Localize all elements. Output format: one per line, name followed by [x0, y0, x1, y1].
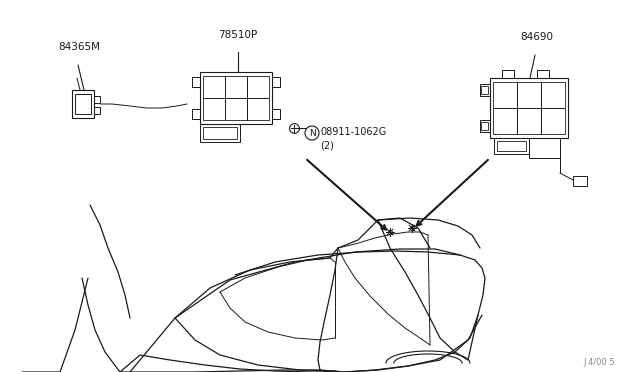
Text: 84690: 84690 [520, 32, 553, 42]
Bar [494, 138, 529, 154]
Bar [480, 120, 490, 132]
Text: 08911-1062G: 08911-1062G [320, 127, 387, 137]
Bar [272, 109, 280, 119]
Text: (2): (2) [320, 140, 334, 150]
Bar [573, 176, 587, 186]
Bar [192, 77, 200, 87]
Text: 84365M: 84365M [58, 42, 100, 52]
Bar [529, 138, 560, 158]
Bar [203, 127, 237, 139]
Bar [497, 141, 526, 151]
Text: 78510P: 78510P [218, 30, 257, 40]
Bar [200, 72, 272, 124]
Bar [481, 122, 488, 130]
Text: J 4/00 5: J 4/00 5 [584, 358, 615, 367]
Bar [75, 94, 91, 114]
Bar [192, 109, 200, 119]
Bar [481, 86, 488, 94]
Bar [493, 82, 565, 134]
Bar [480, 84, 490, 96]
Bar [203, 76, 269, 120]
Bar [272, 77, 280, 87]
Bar [94, 107, 100, 114]
Bar [72, 90, 94, 118]
Bar [94, 96, 100, 103]
Bar [490, 78, 568, 138]
Text: N: N [308, 128, 316, 138]
Bar [537, 70, 548, 78]
Bar [502, 70, 514, 78]
Bar [200, 124, 239, 142]
